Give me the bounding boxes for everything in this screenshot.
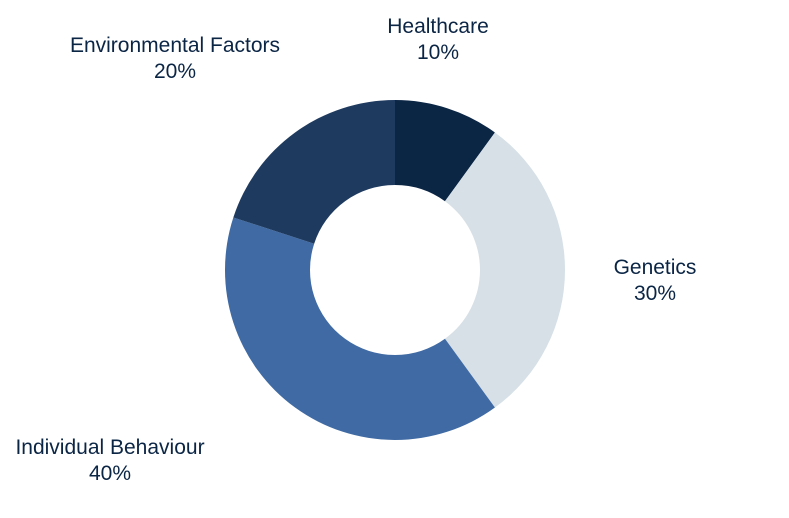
slice-name: Healthcare: [387, 14, 489, 40]
slice-label-individual-behaviour: Individual Behaviour 40%: [15, 435, 204, 488]
slice-label-healthcare: Healthcare 10%: [387, 14, 489, 67]
donut-slice: [233, 100, 395, 244]
slice-pct: 20%: [70, 59, 280, 85]
slice-name: Genetics: [614, 255, 697, 281]
slice-pct: 30%: [614, 281, 697, 307]
slice-label-genetics: Genetics 30%: [614, 255, 697, 308]
slice-name: Individual Behaviour: [15, 435, 204, 461]
slice-label-environmental-factors: Environmental Factors 20%: [70, 33, 280, 86]
slice-pct: 10%: [387, 40, 489, 66]
slice-name: Environmental Factors: [70, 33, 280, 59]
slice-pct: 40%: [15, 461, 204, 487]
donut-slice: [225, 217, 495, 440]
